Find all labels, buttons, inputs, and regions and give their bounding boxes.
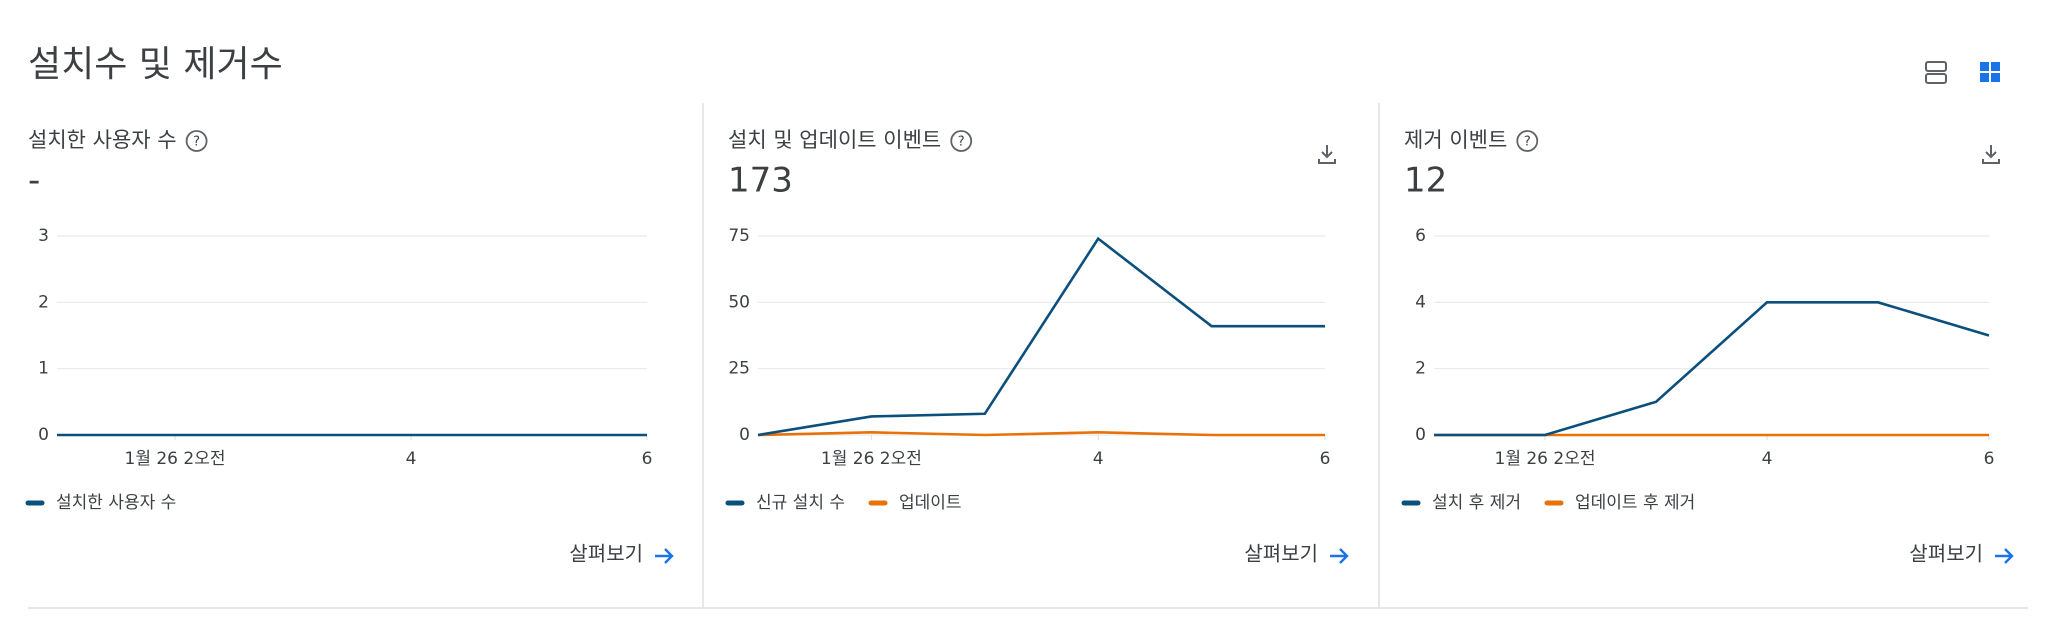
x-tick-label: 6: [642, 449, 653, 469]
y-tick-label: 25: [728, 359, 750, 379]
series-line: [1434, 301, 1990, 437]
download-icon: [1982, 145, 2000, 164]
series-line: [757, 431, 1325, 437]
x-tick-label: 1월 26 2오전: [125, 449, 226, 469]
link[interactable]: 살펴보기: [569, 542, 643, 566]
x-tick-label: 1월 26 2오전: [821, 449, 922, 469]
download-button[interactable]: [1318, 145, 1336, 164]
x-tick-label: 1월 26 2오전: [1495, 449, 1596, 469]
y-tick-label: 2: [38, 292, 49, 312]
chart-title: 설치한 사용자 수: [28, 128, 177, 152]
legend-label: 설치한 사용자 수: [56, 493, 176, 513]
help-icon-mark: ?: [958, 135, 965, 150]
help-icon-mark: ?: [1524, 135, 1531, 150]
y-tick-label: 1: [38, 359, 49, 379]
y-tick-label: 6: [1415, 226, 1426, 246]
page-title: 설치수 및 제거수: [28, 44, 283, 85]
view-toggle-grid[interactable]: [1980, 62, 2000, 82]
x-tick-label: 6: [1984, 449, 1995, 469]
link[interactable]: 살펴보기: [1909, 542, 1983, 566]
link-arrow: [1330, 548, 1349, 564]
view-toggle-list[interactable]: [1925, 61, 1947, 84]
chart-title: 설치 및 업데이트 이벤트: [728, 128, 941, 152]
y-tick-label: 3: [38, 226, 49, 246]
download-icon: [1318, 145, 1336, 164]
legend-label: 신규 설치 수: [756, 493, 845, 513]
link[interactable]: 살펴보기: [1244, 542, 1318, 566]
help-icon[interactable]: [1516, 130, 1539, 152]
link-arrow: [1995, 548, 2014, 564]
y-tick-label: 0: [1415, 425, 1426, 445]
x-tick-label: 4: [406, 449, 417, 469]
legend-label: 업데이트: [899, 493, 962, 513]
series-line: [757, 236, 1325, 437]
total: 173: [728, 161, 793, 201]
chart-title: 제거 이벤트: [1404, 128, 1507, 152]
y-tick-label: 0: [739, 425, 750, 445]
y-tick-label: 0: [38, 425, 49, 445]
x-tick-label: 4: [1093, 449, 1104, 469]
help-icon[interactable]: [950, 130, 973, 152]
x-tick-label: 6: [1320, 449, 1331, 469]
link-arrow: [655, 548, 674, 564]
y-tick-label: 75: [728, 226, 750, 246]
legend-label: 업데이트 후 제거: [1575, 493, 1695, 513]
download-button[interactable]: [1982, 145, 2000, 164]
x-tick-label: 4: [1762, 449, 1773, 469]
y-tick-label: 50: [728, 292, 750, 312]
y-tick-label: 4: [1415, 292, 1426, 312]
total: -: [28, 161, 40, 201]
legend-label: 설치 후 제거: [1432, 493, 1521, 513]
help-icon-mark: ?: [193, 135, 200, 150]
total: 12: [1404, 161, 1447, 201]
help-icon[interactable]: [185, 130, 208, 152]
y-tick-label: 2: [1415, 359, 1426, 379]
